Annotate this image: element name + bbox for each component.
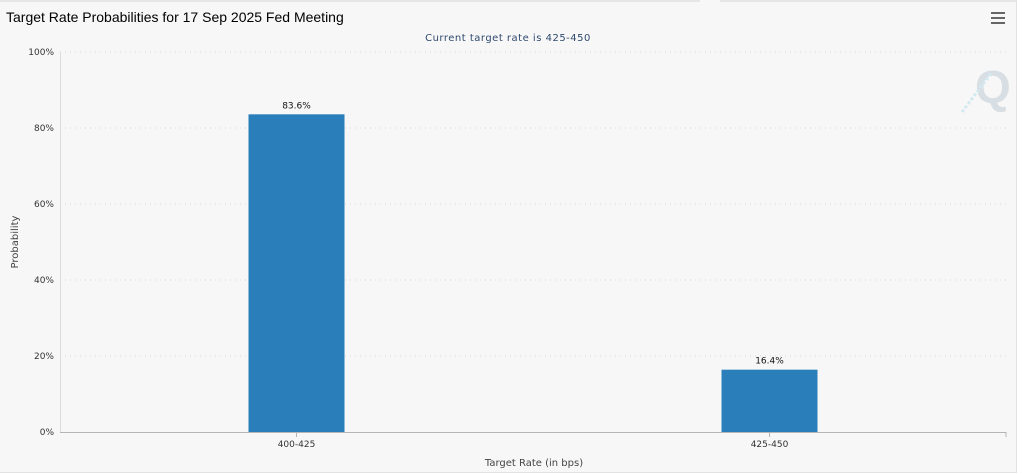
y-tick-label: 40% <box>34 276 54 286</box>
bar-400-425 <box>248 114 345 432</box>
x-axis: 400-425 425-450 <box>60 52 1007 450</box>
y-tick-label: 20% <box>34 352 54 362</box>
data-label: 16.4% <box>755 357 784 367</box>
y-tick-label: 0% <box>40 428 55 438</box>
bar-series: 83.6% 16.4% <box>248 101 818 432</box>
y-tick-label: 100% <box>28 48 54 58</box>
chart-title: Target Rate Probabilities for 17 Sep 202… <box>6 9 344 25</box>
y-axis-ticks: 0% 20% 40% 60% 80% 100% <box>28 48 54 438</box>
top-divider-right <box>720 0 1016 2</box>
bar-425-450 <box>721 369 818 432</box>
x-tick-label: 400-425 <box>278 440 316 450</box>
y-axis-label: Probability <box>10 215 21 268</box>
y-tick-label: 80% <box>34 124 54 134</box>
hamburger-menu-icon[interactable] <box>991 12 1005 24</box>
chart-subtitle: Current target rate is 425-450 <box>425 33 591 44</box>
y-tick-label: 60% <box>34 200 54 210</box>
watermark-logo: Q <box>960 61 1011 113</box>
grid-lines <box>60 51 1006 357</box>
data-label: 83.6% <box>282 101 311 111</box>
x-tick-label: 425-450 <box>751 440 789 450</box>
top-divider <box>0 0 700 2</box>
x-axis-label: Target Rate (in bps) <box>484 458 583 469</box>
svg-text:Q: Q <box>975 61 1011 113</box>
